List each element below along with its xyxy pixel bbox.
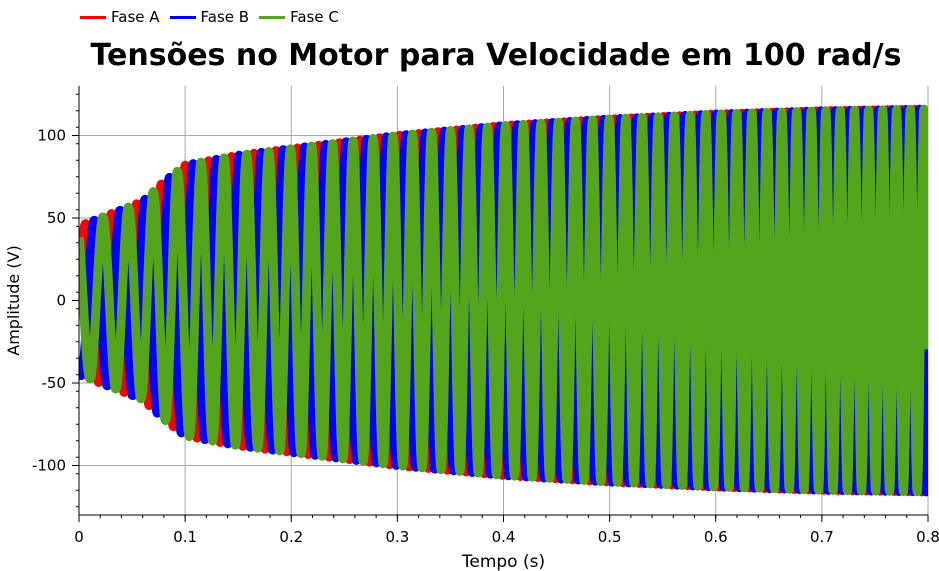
y-tick-label: -50 — [42, 374, 67, 392]
legend-swatch-fase-c — [259, 15, 286, 19]
y-tick-label: 100 — [37, 127, 66, 145]
x-tick-label: 0.5 — [598, 528, 622, 546]
y-axis-label: Amplitude (V) — [4, 245, 23, 356]
series-traces — [79, 104, 928, 497]
legend-item-fase-c[interactable]: Fase C — [259, 8, 339, 26]
y-tick-label: -100 — [32, 457, 66, 475]
legend-swatch-fase-a — [80, 15, 106, 19]
chart-title: Tensões no Motor para Velocidade em 100 … — [90, 38, 902, 73]
y-tick-label: 0 — [56, 292, 66, 310]
x-tick-label: 0.2 — [279, 528, 303, 546]
y-tick-label: 50 — [47, 209, 66, 227]
x-tick-label: 0 — [74, 528, 84, 546]
x-tick-label: 0.7 — [810, 528, 834, 546]
legend-label-fase-a: Fase A — [111, 8, 160, 26]
legend-label-fase-b: Fase B — [200, 8, 250, 26]
axes — [72, 86, 929, 522]
tick-labels: 0 0.1 0.2 0.3 0.4 0.5 0.6 0.7 0.8 100 50 0 -50 -100 — [32, 127, 939, 547]
x-tick-label: 0.4 — [492, 528, 516, 546]
legend-label-fase-c: Fase C — [290, 8, 339, 26]
x-tick-label: 0.1 — [173, 528, 197, 546]
x-tick-label: 0.6 — [704, 528, 728, 546]
x-tick-label: 0.8 — [916, 528, 939, 546]
legend: Fase A Fase B Fase C — [80, 6, 339, 28]
x-tick-label: 0.3 — [385, 528, 409, 546]
x-axis-label: Tempo (s) — [461, 552, 545, 571]
series-line-fase-c — [79, 104, 928, 497]
legend-item-fase-b[interactable]: Fase B — [169, 8, 250, 26]
legend-item-fase-a[interactable]: Fase A — [80, 8, 160, 26]
legend-swatch-fase-b — [169, 15, 196, 19]
